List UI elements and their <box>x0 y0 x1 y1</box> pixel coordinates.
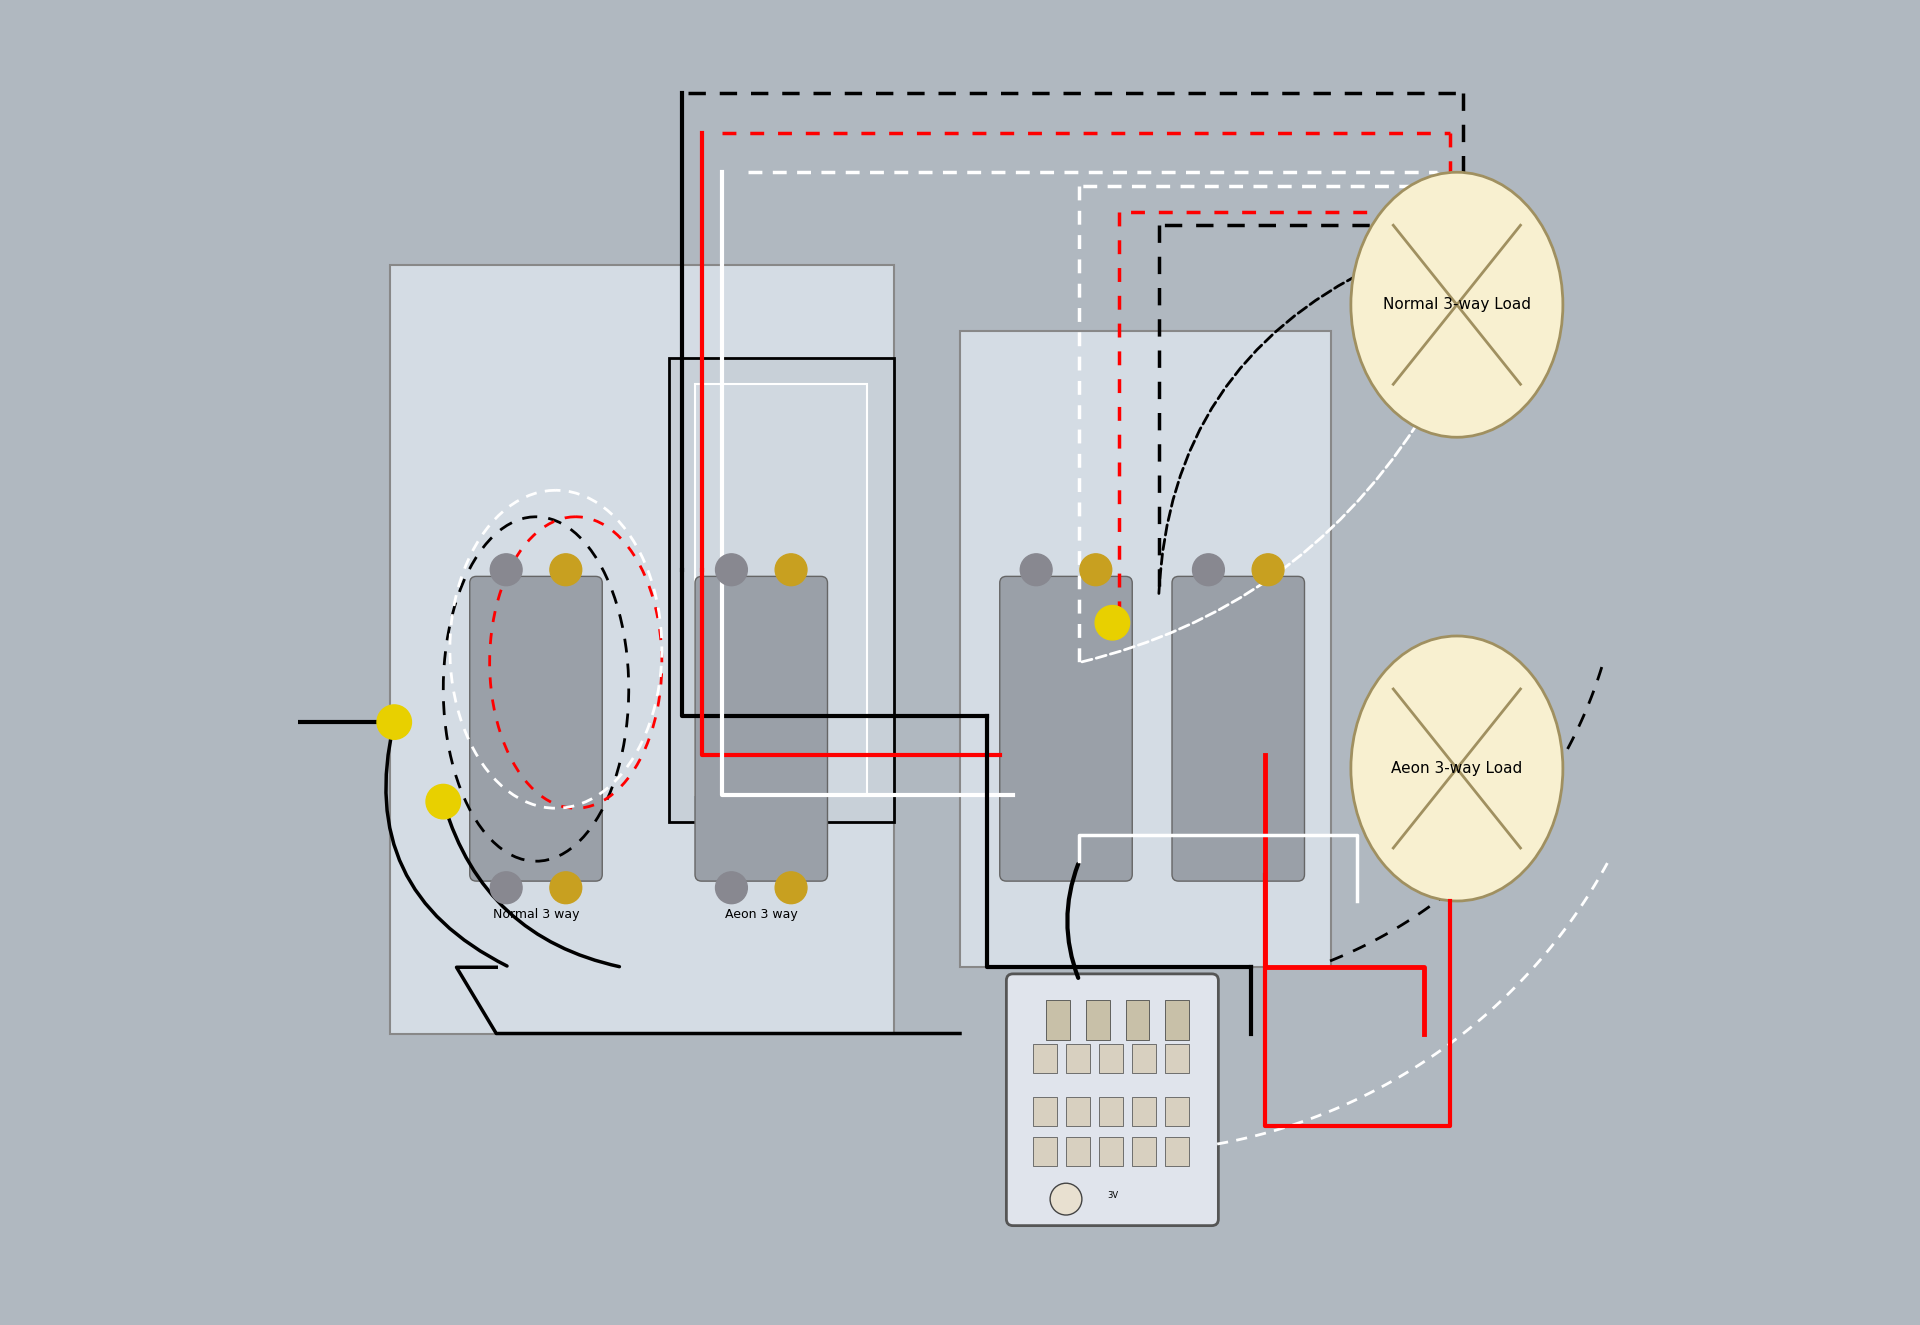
FancyBboxPatch shape <box>1098 1137 1123 1166</box>
FancyBboxPatch shape <box>390 265 893 1034</box>
FancyBboxPatch shape <box>1165 1137 1188 1166</box>
FancyBboxPatch shape <box>1033 1137 1056 1166</box>
FancyBboxPatch shape <box>1006 974 1219 1226</box>
FancyBboxPatch shape <box>1125 1000 1150 1040</box>
Circle shape <box>426 784 461 819</box>
FancyBboxPatch shape <box>1066 1044 1091 1073</box>
FancyBboxPatch shape <box>1046 1000 1069 1040</box>
Circle shape <box>1192 554 1225 586</box>
FancyBboxPatch shape <box>1098 1097 1123 1126</box>
FancyBboxPatch shape <box>1171 576 1304 881</box>
Text: Aeon 3-way Load: Aeon 3-way Load <box>1392 761 1523 776</box>
Circle shape <box>716 554 747 586</box>
FancyBboxPatch shape <box>1066 1097 1091 1126</box>
FancyBboxPatch shape <box>1165 1000 1188 1040</box>
FancyBboxPatch shape <box>1133 1097 1156 1126</box>
FancyBboxPatch shape <box>695 384 868 795</box>
FancyBboxPatch shape <box>695 576 828 881</box>
Text: 3V: 3V <box>1106 1191 1117 1199</box>
FancyBboxPatch shape <box>1165 1044 1188 1073</box>
Circle shape <box>1020 554 1052 586</box>
Circle shape <box>1079 554 1112 586</box>
FancyBboxPatch shape <box>1000 576 1133 881</box>
Circle shape <box>549 872 582 904</box>
Ellipse shape <box>1352 172 1563 437</box>
FancyBboxPatch shape <box>1087 1000 1110 1040</box>
Circle shape <box>1094 606 1129 640</box>
FancyBboxPatch shape <box>1033 1044 1056 1073</box>
Text: Normal 3 way: Normal 3 way <box>493 908 580 921</box>
FancyBboxPatch shape <box>1033 1097 1056 1126</box>
Text: Normal 3-way Load: Normal 3-way Load <box>1382 297 1530 313</box>
Circle shape <box>376 705 411 739</box>
FancyBboxPatch shape <box>960 331 1331 967</box>
Circle shape <box>549 554 582 586</box>
Circle shape <box>1050 1183 1081 1215</box>
FancyBboxPatch shape <box>668 358 893 822</box>
FancyBboxPatch shape <box>470 576 603 881</box>
FancyBboxPatch shape <box>1165 1097 1188 1126</box>
Circle shape <box>1252 554 1284 586</box>
Circle shape <box>776 872 806 904</box>
Circle shape <box>776 554 806 586</box>
Circle shape <box>716 872 747 904</box>
FancyBboxPatch shape <box>1133 1044 1156 1073</box>
Ellipse shape <box>1352 636 1563 901</box>
Text: Aeon 3 way: Aeon 3 way <box>726 908 797 921</box>
FancyBboxPatch shape <box>1066 1137 1091 1166</box>
Circle shape <box>490 872 522 904</box>
FancyBboxPatch shape <box>1098 1044 1123 1073</box>
Circle shape <box>490 554 522 586</box>
FancyBboxPatch shape <box>1133 1137 1156 1166</box>
